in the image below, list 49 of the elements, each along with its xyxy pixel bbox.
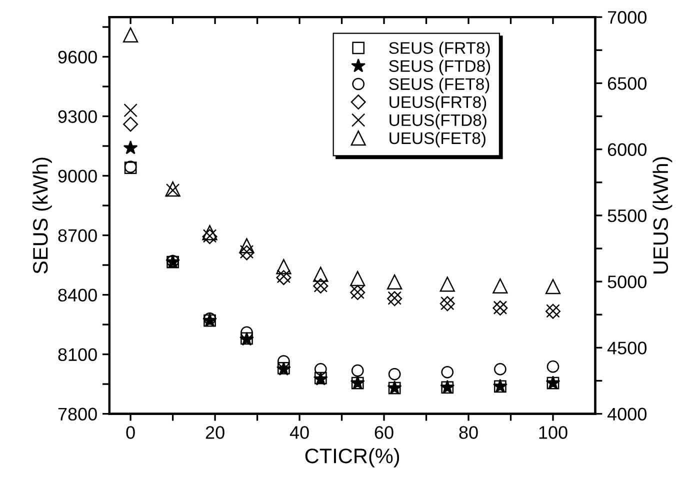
y2-tick-label: 6000 (608, 143, 647, 156)
point (123, 140, 138, 154)
y2-axis-title: UEUS (kWh) (652, 157, 672, 274)
legend-label: UEUS(FET8) (390, 132, 486, 148)
point (124, 103, 138, 118)
y2-tick-label: 5500 (608, 209, 647, 222)
y-tick-label: 7800 (58, 408, 97, 421)
x-tick-label: 80 (459, 426, 478, 439)
point (122, 27, 138, 43)
legend-label: UEUS(FTD8) (390, 114, 486, 130)
point (546, 360, 560, 373)
y-tick-label: 9600 (58, 50, 97, 64)
y-tick-label: 9300 (58, 110, 97, 123)
x-tick-label: 100 (539, 426, 568, 439)
legend-label: UEUS(FRT8) (390, 96, 486, 112)
legend-label: SEUS (FRT8) (389, 42, 490, 58)
point (494, 363, 506, 376)
y-axis-title: SEUS (kWh) (32, 158, 52, 274)
x-tick-label: 60 (374, 426, 394, 439)
y2-tick-label: 7000 (608, 11, 647, 24)
point (314, 363, 327, 376)
point (123, 116, 138, 132)
point (350, 270, 366, 286)
y-tick-label: 8100 (58, 348, 97, 362)
y2-tick-label: 4500 (607, 342, 647, 354)
x-axis-title: CTICR(%) (305, 448, 400, 468)
legend-label: SEUS (FET8) (389, 78, 490, 94)
x-tick-label: 0 (126, 426, 135, 439)
y2-tick-label: 6500 (608, 77, 647, 90)
y2-tick-label: 5000 (608, 276, 647, 288)
point (313, 266, 328, 282)
y2-tick-label: 4000 (607, 408, 647, 421)
point (492, 278, 508, 294)
point (441, 366, 454, 378)
y-tick-label: 9000 (58, 170, 97, 182)
x-tick-label: 20 (206, 426, 224, 439)
point (278, 355, 290, 368)
point (545, 279, 561, 294)
point (388, 368, 401, 380)
point (276, 259, 292, 274)
y-tick-label: 8400 (58, 288, 97, 302)
point (239, 238, 254, 254)
point (440, 276, 455, 292)
point (202, 225, 218, 240)
y-tick-label: 8700 (58, 229, 97, 242)
legend-label: SEUS (FTD8) (389, 60, 490, 76)
x-tick-label: 40 (290, 426, 309, 439)
point (387, 274, 402, 290)
point (351, 364, 364, 377)
